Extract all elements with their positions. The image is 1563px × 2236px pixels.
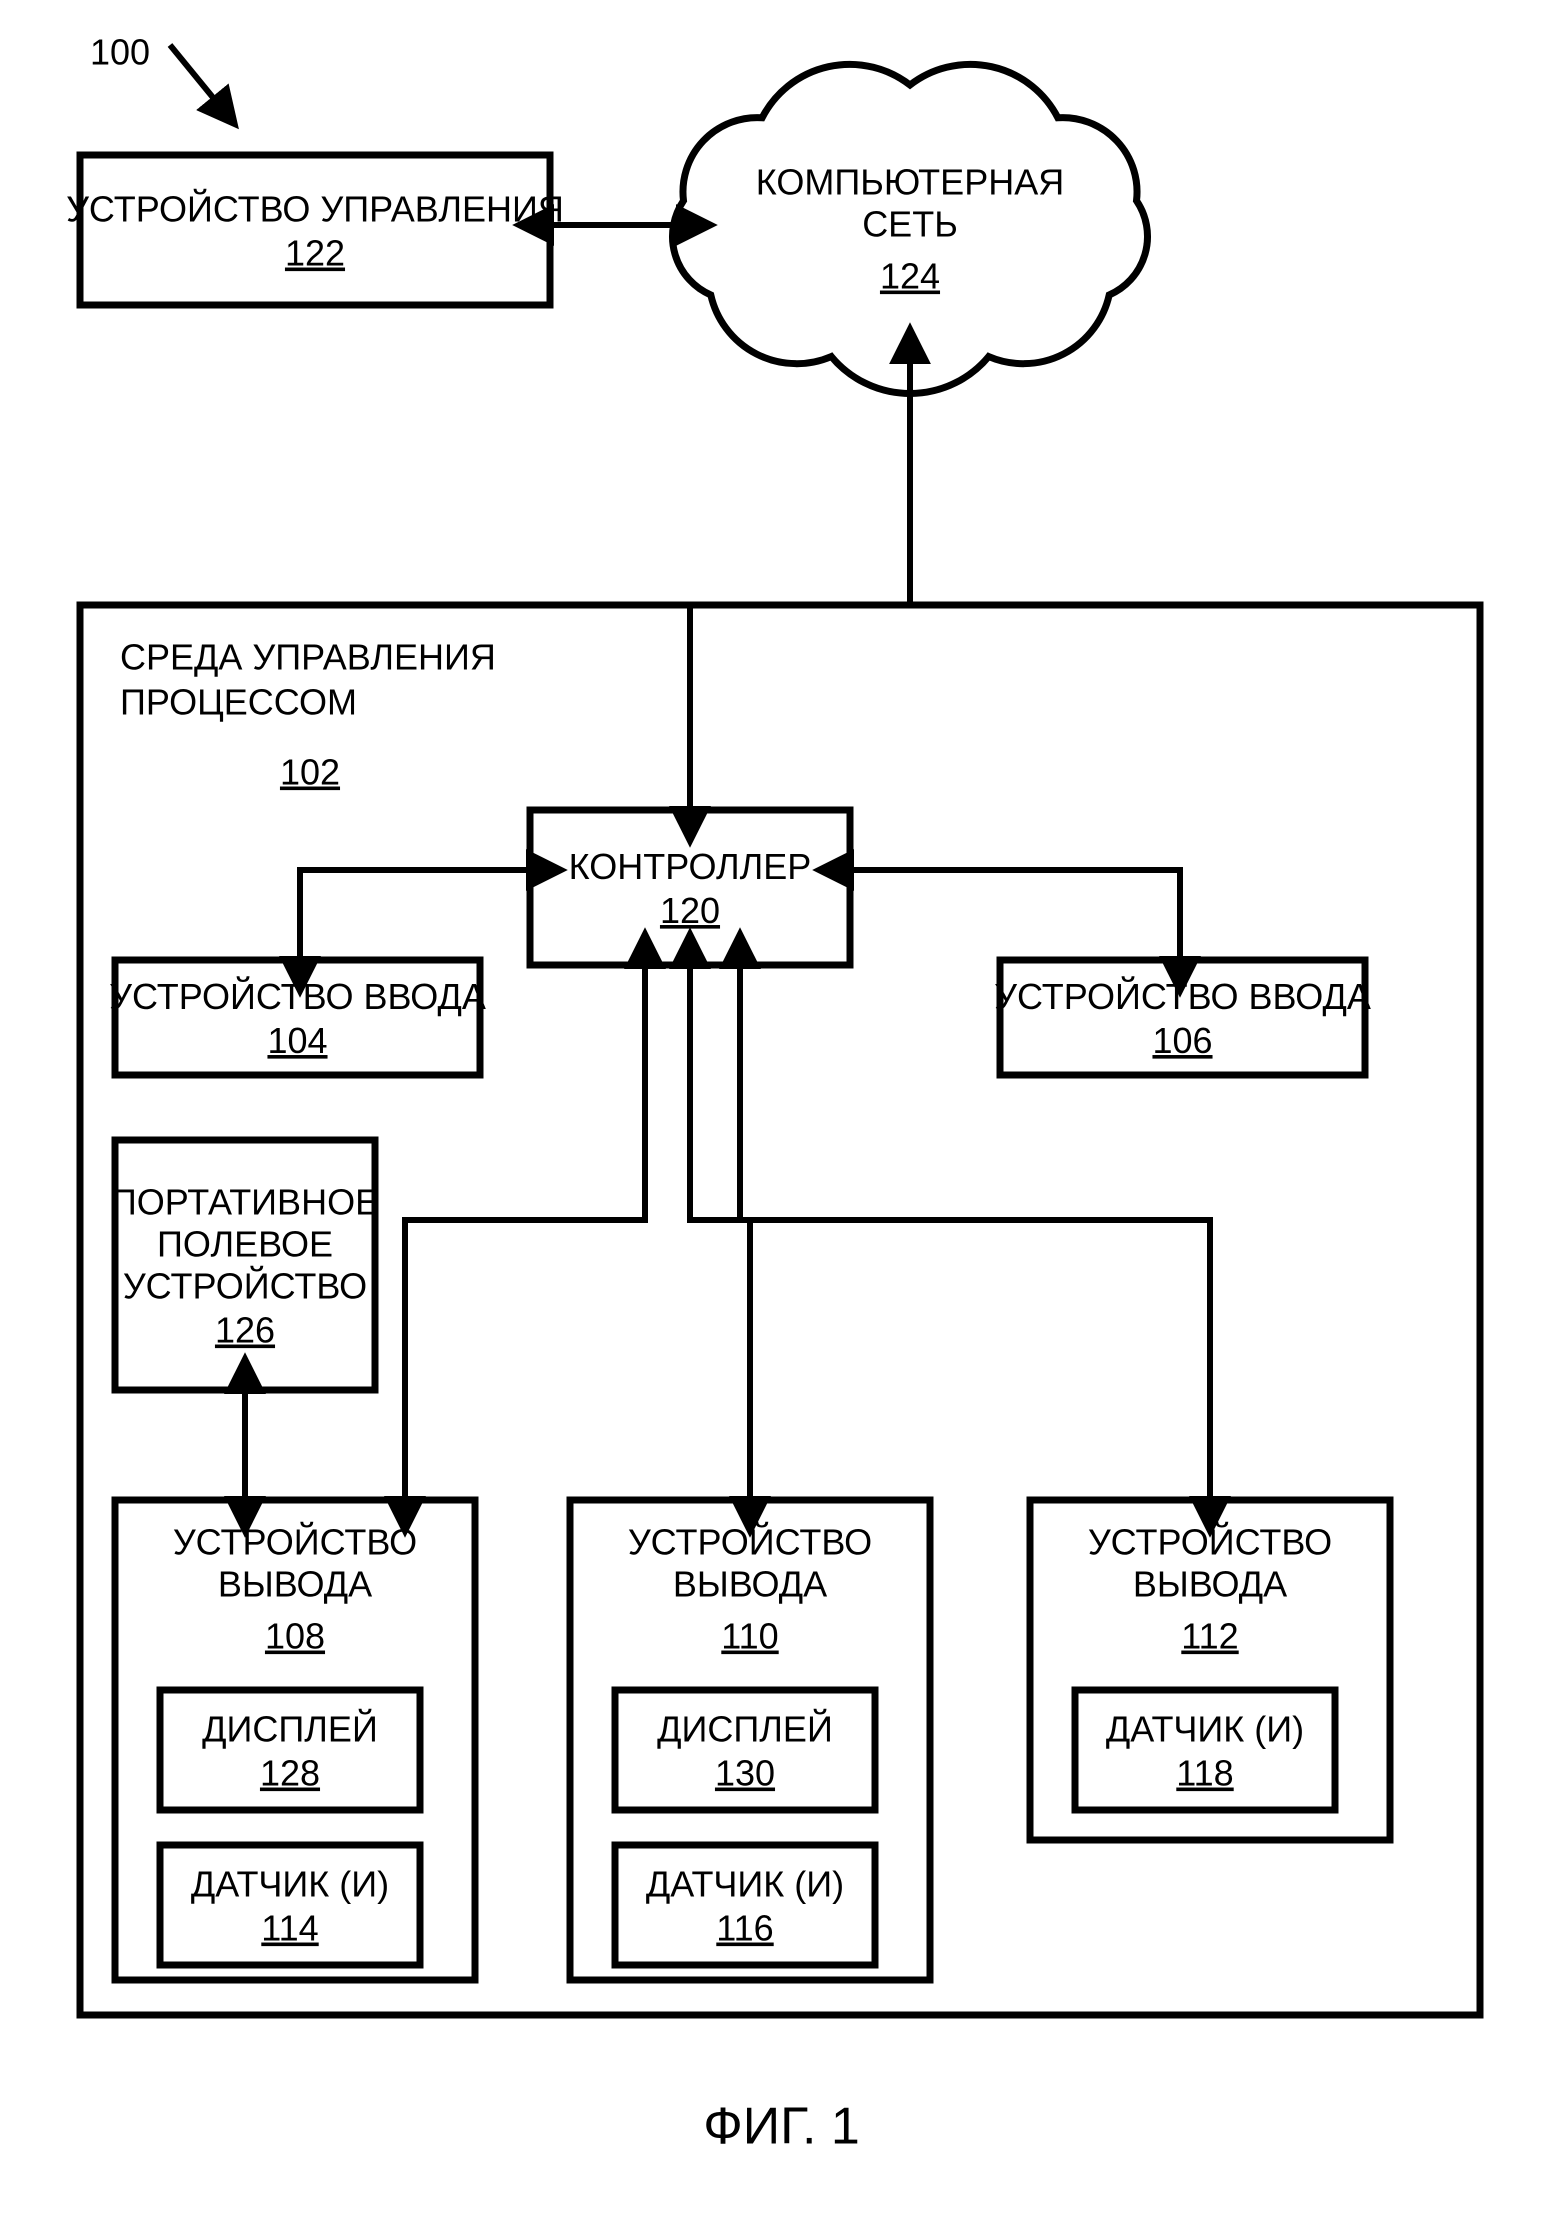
svg-text:108: 108 xyxy=(265,1616,325,1657)
svg-text:ФИГ. 1: ФИГ. 1 xyxy=(703,2098,860,2156)
svg-text:120: 120 xyxy=(660,890,720,931)
mgmt_device xyxy=(80,155,550,305)
svg-text:ДИСПЛЕЙ: ДИСПЛЕЙ xyxy=(202,1708,378,1750)
svg-text:СРЕДА УПРАВЛЕНИЯ: СРЕДА УПРАВЛЕНИЯ xyxy=(120,637,496,678)
svg-text:ПОЛЕВОЕ: ПОЛЕВОЕ xyxy=(157,1224,333,1265)
svg-text:106: 106 xyxy=(1152,1020,1212,1061)
svg-text:ПРОЦЕССОМ: ПРОЦЕССОМ xyxy=(120,682,357,723)
svg-text:110: 110 xyxy=(721,1616,778,1657)
svg-text:118: 118 xyxy=(1176,1753,1233,1794)
svg-text:128: 128 xyxy=(260,1753,320,1794)
svg-text:КОМПЬЮТЕРНАЯ: КОМПЬЮТЕРНАЯ xyxy=(756,162,1064,203)
svg-text:122: 122 xyxy=(285,233,345,274)
svg-text:130: 130 xyxy=(715,1753,775,1794)
svg-text:ДИСПЛЕЙ: ДИСПЛЕЙ xyxy=(657,1708,833,1750)
svg-text:УСТРОЙСТВО ВВОДА: УСТРОЙСТВО ВВОДА xyxy=(994,975,1371,1017)
svg-text:ВЫВОДА: ВЫВОДА xyxy=(218,1564,372,1605)
svg-text:УСТРОЙСТВО: УСТРОЙСТВО xyxy=(628,1521,872,1563)
svg-text:ДАТЧИК (И): ДАТЧИК (И) xyxy=(646,1864,844,1905)
svg-text:104: 104 xyxy=(267,1020,327,1061)
system-diagram: СРЕДА УПРАВЛЕНИЯПРОЦЕССОМ 102 УСТРОЙСТВО У… xyxy=(0,0,1563,2236)
svg-text:ДАТЧИК (И): ДАТЧИК (И) xyxy=(191,1864,389,1905)
svg-text:126: 126 xyxy=(215,1310,275,1351)
svg-text:100: 100 xyxy=(90,32,150,73)
svg-text:114: 114 xyxy=(261,1908,318,1949)
controller xyxy=(530,810,850,965)
svg-text:УСТРОЙСТВО: УСТРОЙСТВО xyxy=(173,1521,417,1563)
svg-text:ДАТЧИК (И): ДАТЧИК (И) xyxy=(1106,1709,1304,1750)
svg-text:УСТРОЙСТВО: УСТРОЙСТВО xyxy=(123,1265,367,1307)
svg-text:ВЫВОДА: ВЫВОДА xyxy=(673,1564,827,1605)
svg-text:СЕТЬ: СЕТЬ xyxy=(862,204,958,245)
svg-text:124: 124 xyxy=(880,256,940,297)
svg-text:КОНТРОЛЛЕР: КОНТРОЛЛЕР xyxy=(569,846,812,887)
svg-text:ВЫВОДА: ВЫВОДА xyxy=(1133,1564,1287,1605)
svg-text:102: 102 xyxy=(280,752,340,793)
svg-text:УСТРОЙСТВО: УСТРОЙСТВО xyxy=(1088,1521,1332,1563)
svg-text:УСТРОЙСТВО УПРАВЛЕНИЯ: УСТРОЙСТВО УПРАВЛЕНИЯ xyxy=(66,188,564,230)
svg-text:УСТРОЙСТВО ВВОДА: УСТРОЙСТВО ВВОДА xyxy=(109,975,486,1017)
svg-text:ПОРТАТИВНОЕ: ПОРТАТИВНОЕ xyxy=(111,1182,379,1223)
svg-text:116: 116 xyxy=(716,1908,773,1949)
svg-text:112: 112 xyxy=(1181,1616,1238,1657)
